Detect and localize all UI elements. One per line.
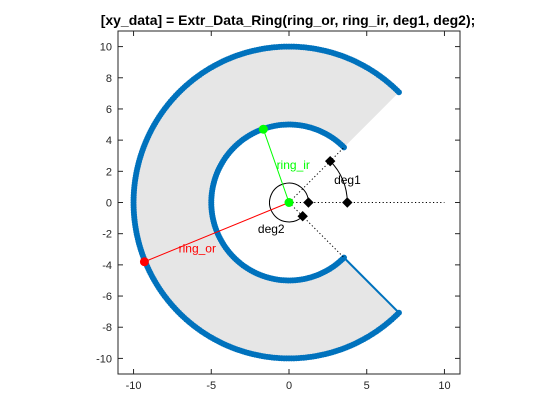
deg2-reference-line	[288, 202, 345, 258]
y-tick-label: -10	[96, 353, 112, 365]
annotation-label: ring_or	[179, 241, 216, 255]
closing-edge	[343, 256, 400, 314]
annotation-label: deg2	[258, 222, 285, 236]
chart-title: [xy_data] = Extr_Data_Ring(ring_or, ring…	[101, 12, 476, 28]
y-tick-label: -4	[102, 260, 112, 272]
deg1-arc-marker	[324, 155, 336, 167]
ring-or-radius-line	[144, 202, 290, 263]
plot-area: ring_or ring_ir deg1 deg2 -10 -5 0 5 10 -10 -8 -6 -4…	[96, 30, 461, 392]
y-tick-label: -2	[102, 229, 112, 241]
y-tick-label: 0	[106, 198, 112, 210]
y-tick-label: 8	[106, 73, 112, 85]
ring-points-series	[130, 43, 402, 362]
annotation-label: deg1	[334, 173, 361, 187]
ring-or-marker	[139, 257, 149, 267]
x-tick-label: -10	[126, 380, 142, 392]
x-tick-label: 0	[286, 380, 292, 392]
deg1-reference-line	[288, 147, 345, 203]
ring-fill	[133, 47, 399, 358]
y-tick-label: 2	[106, 166, 112, 178]
center-marker	[284, 198, 294, 207]
y-tick-label: -6	[102, 291, 112, 303]
x-tick-label: 5	[364, 380, 370, 392]
annotation-label: ring_ir	[277, 158, 310, 172]
deg2-arc-marker	[303, 197, 314, 208]
deg1-arc-marker	[342, 197, 353, 208]
deg2-arc-marker	[297, 211, 308, 222]
x-tick-label: -5	[206, 380, 216, 392]
ring-ir-marker	[258, 124, 268, 134]
y-tick-label: -8	[102, 322, 112, 334]
ring-ir-radius-line	[262, 129, 290, 203]
y-tick-label: 10	[100, 42, 112, 54]
y-tick-label: 4	[106, 135, 112, 147]
x-tick-label: 10	[438, 380, 450, 392]
deg2-arc	[269, 182, 309, 223]
y-tick-label: 6	[106, 104, 112, 116]
